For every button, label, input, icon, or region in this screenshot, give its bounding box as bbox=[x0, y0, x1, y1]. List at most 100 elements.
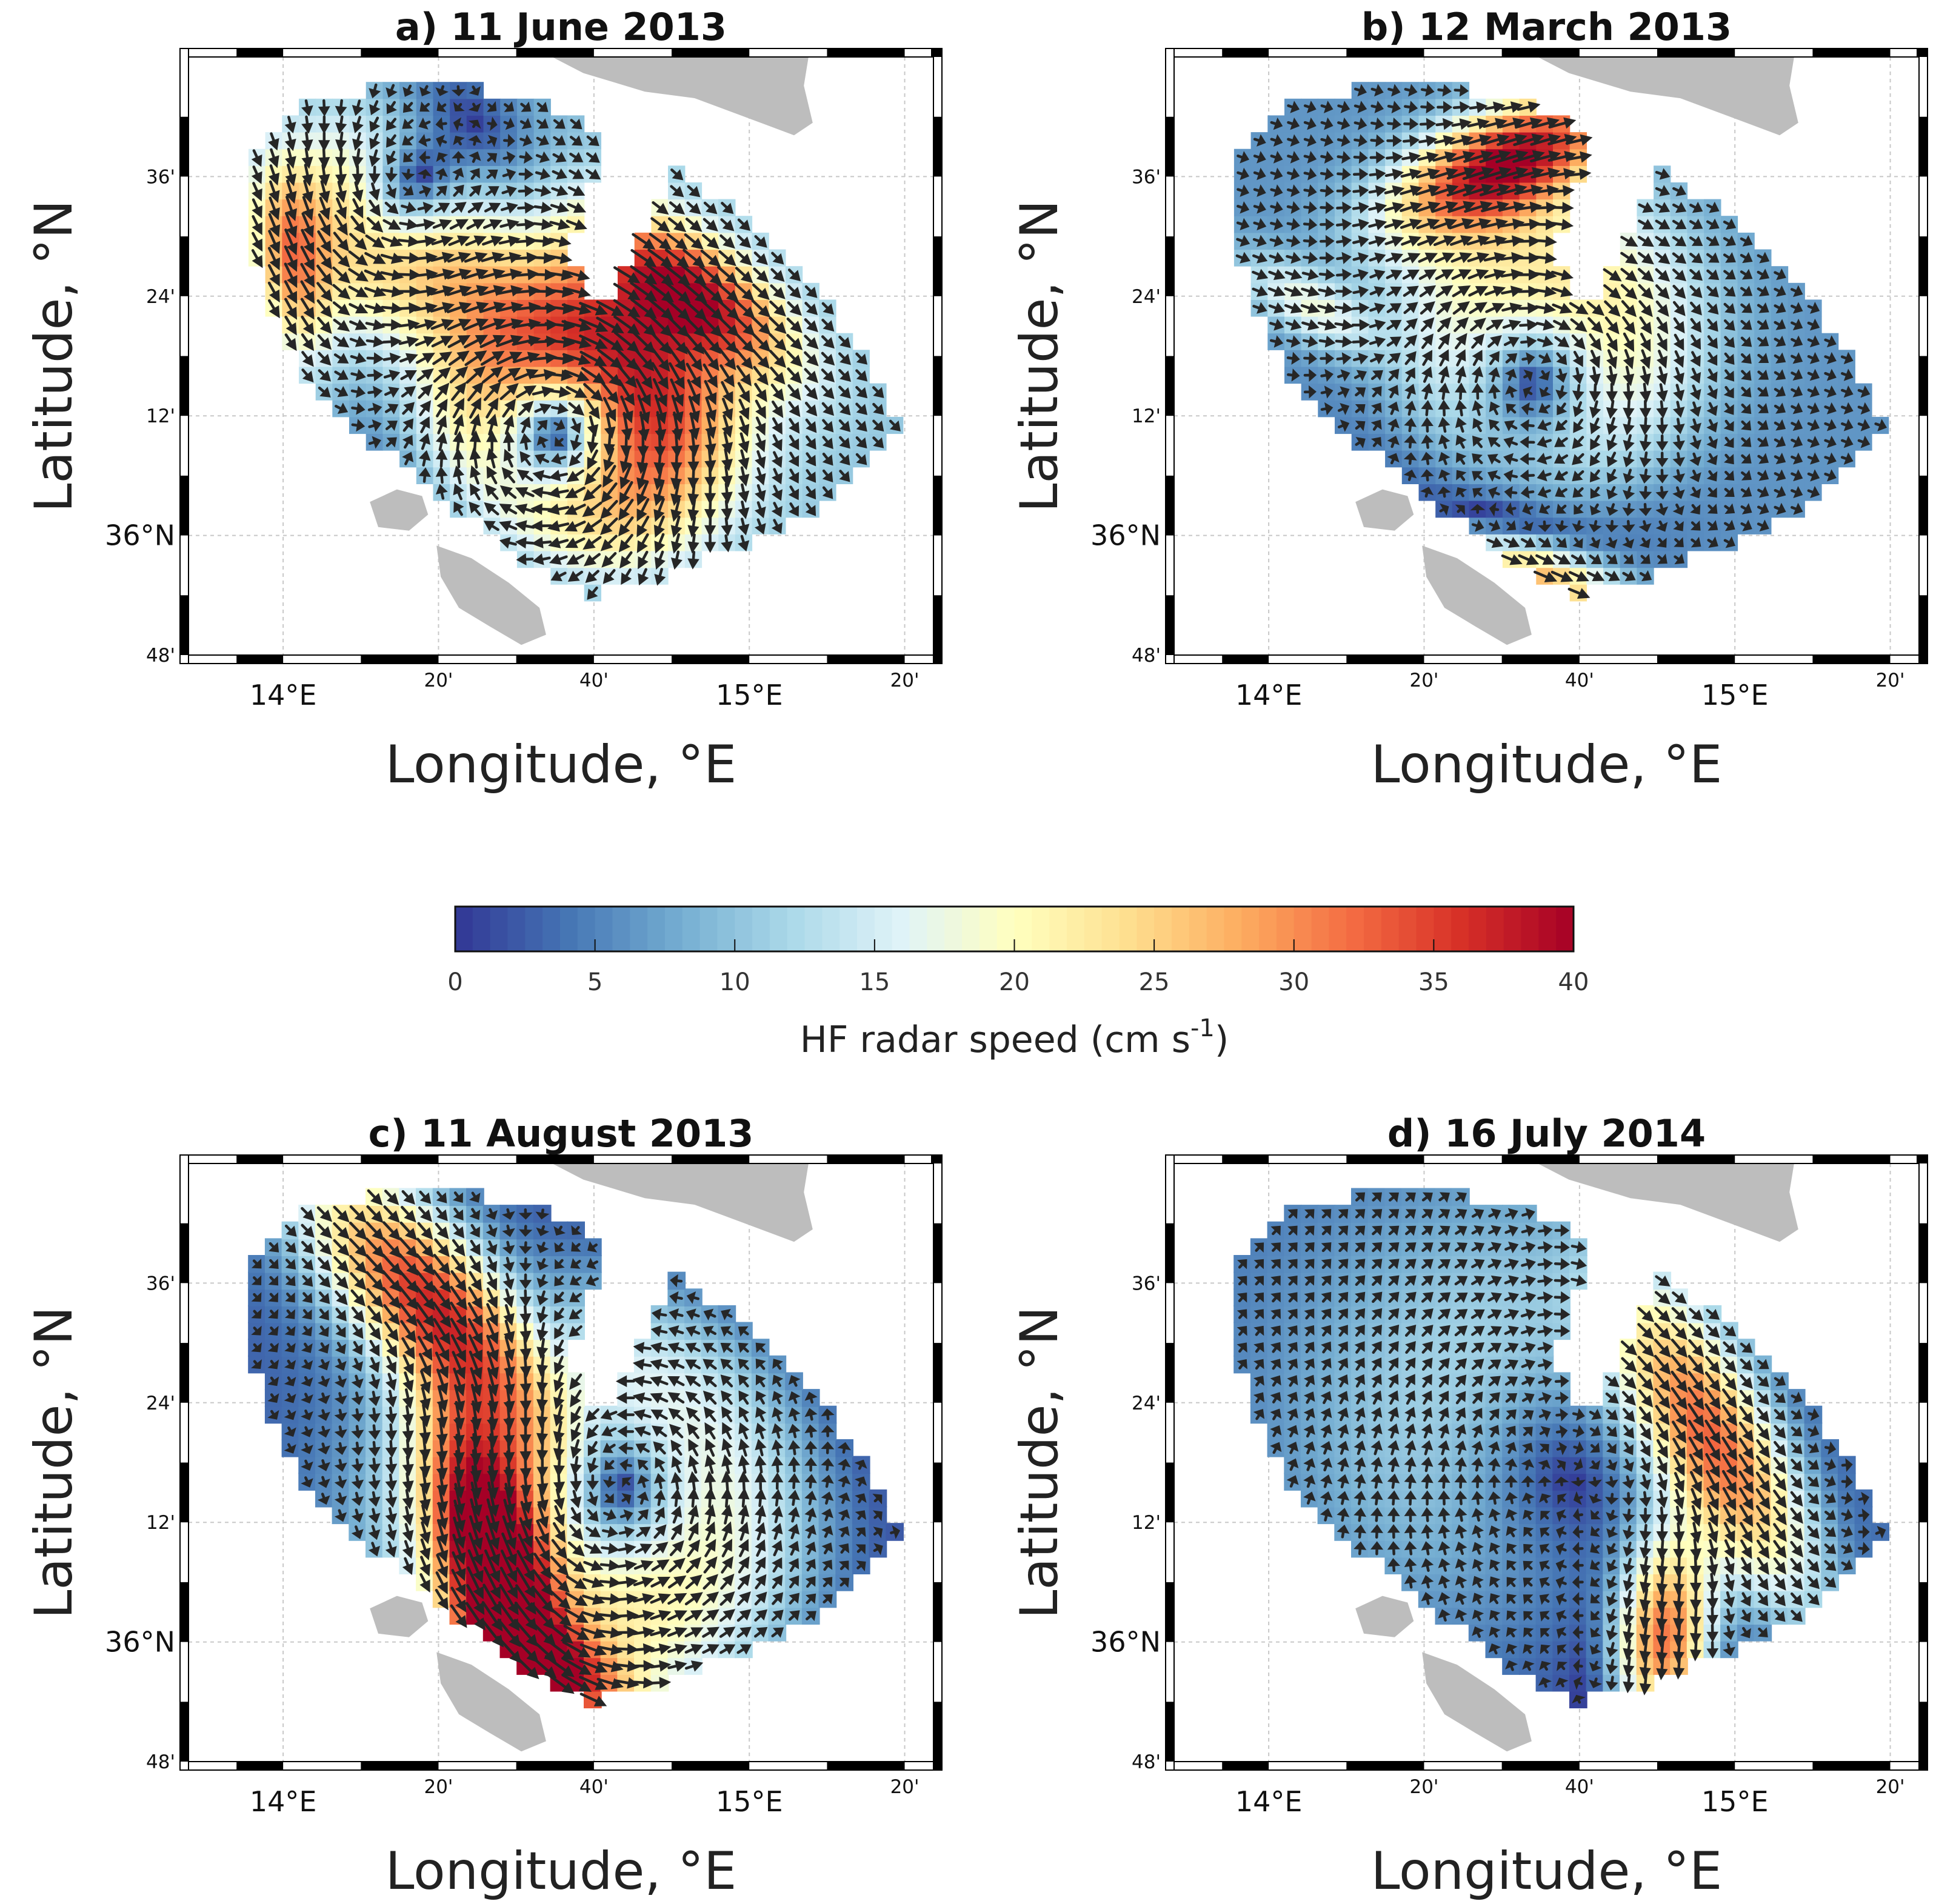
velocity-arrow bbox=[805, 469, 816, 483]
velocity-arrow bbox=[1404, 384, 1416, 399]
velocity-arrow bbox=[1404, 367, 1415, 382]
velocity-arrow bbox=[1535, 554, 1556, 565]
velocity-arrow bbox=[753, 365, 769, 386]
velocity-arrow bbox=[419, 1573, 430, 1593]
velocity-arrow bbox=[735, 348, 753, 370]
velocity-arrow bbox=[1757, 336, 1769, 347]
velocity-arrow bbox=[302, 179, 314, 204]
velocity-arrow bbox=[317, 230, 332, 254]
velocity-arrow bbox=[369, 182, 380, 201]
velocity-arrow bbox=[596, 316, 624, 334]
velocity-arrow bbox=[667, 346, 687, 372]
velocity-arrow bbox=[635, 1543, 653, 1554]
velocity-arrow bbox=[536, 118, 549, 129]
velocity-arrow bbox=[733, 298, 755, 319]
velocity-arrow bbox=[1740, 336, 1752, 347]
velocity-arrow bbox=[787, 268, 801, 282]
plot-border bbox=[1173, 56, 1920, 656]
frame-corner bbox=[1919, 655, 1928, 664]
velocity-arrow bbox=[386, 101, 397, 115]
velocity-arrow bbox=[855, 352, 868, 365]
velocity-arrow bbox=[635, 378, 651, 407]
velocity-arrow bbox=[1501, 285, 1523, 298]
velocity-arrow bbox=[518, 168, 534, 181]
velocity-arrow bbox=[402, 1489, 414, 1510]
velocity-arrow bbox=[684, 346, 703, 372]
velocity-arrow bbox=[469, 185, 482, 197]
velocity-arrow bbox=[636, 516, 650, 538]
velocity-arrow bbox=[1370, 117, 1384, 130]
velocity-arrow bbox=[786, 318, 803, 333]
velocity-arrow bbox=[1506, 520, 1517, 531]
velocity-arrow bbox=[1369, 336, 1386, 348]
velocity-arrow bbox=[498, 235, 521, 247]
velocity-arrow bbox=[738, 1556, 750, 1574]
velocity-arrow bbox=[1451, 269, 1472, 280]
velocity-arrow bbox=[479, 335, 506, 348]
velocity-arrow bbox=[1824, 335, 1837, 348]
velocity-arrow bbox=[1589, 520, 1602, 533]
velocity-arrow bbox=[636, 480, 649, 506]
velocity-arrow bbox=[1537, 486, 1551, 499]
velocity-arrow bbox=[284, 298, 298, 320]
velocity-arrow bbox=[484, 502, 499, 516]
velocity-arrow bbox=[1534, 268, 1557, 281]
velocity-arrow bbox=[653, 515, 665, 538]
velocity-arrow bbox=[418, 467, 432, 483]
velocity-arrow bbox=[704, 1521, 716, 1541]
velocity-arrow bbox=[1723, 319, 1735, 331]
velocity-arrow bbox=[369, 116, 381, 133]
velocity-arrow bbox=[1723, 302, 1736, 314]
velocity-arrow bbox=[1336, 184, 1352, 198]
velocity-arrow bbox=[721, 202, 734, 215]
y-tick-label: 36' bbox=[1132, 166, 1161, 188]
velocity-arrow bbox=[618, 1526, 635, 1539]
velocity-arrow bbox=[469, 168, 480, 180]
velocity-arrow bbox=[1320, 134, 1334, 147]
frame-segment bbox=[361, 48, 439, 57]
velocity-arrow bbox=[671, 1522, 683, 1540]
velocity-arrow bbox=[619, 481, 633, 505]
velocity-arrow bbox=[430, 268, 455, 280]
velocity-arrow bbox=[1639, 468, 1652, 484]
velocity-arrow bbox=[804, 368, 819, 384]
velocity-arrow bbox=[1707, 318, 1718, 332]
velocity-arrow bbox=[1774, 502, 1786, 515]
velocity-arrow bbox=[436, 101, 447, 113]
velocity-arrow bbox=[1622, 316, 1636, 335]
velocity-arrow bbox=[838, 1509, 850, 1521]
velocity-arrow bbox=[1500, 268, 1524, 281]
velocity-arrow bbox=[369, 100, 381, 116]
velocity-arrow bbox=[686, 362, 701, 389]
velocity-arrow bbox=[619, 463, 632, 490]
velocity-arrow bbox=[402, 402, 415, 415]
velocity-arrow bbox=[413, 268, 438, 281]
velocity-arrow bbox=[1656, 366, 1668, 385]
velocity-arrow bbox=[1706, 302, 1719, 315]
velocity-arrow bbox=[1284, 302, 1303, 314]
velocity-arrow bbox=[804, 285, 818, 298]
velocity-arrow bbox=[268, 164, 280, 186]
velocity-arrow bbox=[1741, 453, 1752, 464]
velocity-arrow bbox=[447, 318, 472, 331]
velocity-arrow bbox=[1302, 335, 1318, 348]
velocity-arrow bbox=[856, 1560, 866, 1572]
velocity-arrow bbox=[1640, 349, 1651, 370]
velocity-arrow bbox=[561, 336, 592, 349]
velocity-arrow bbox=[518, 401, 534, 416]
velocity-arrow bbox=[770, 268, 785, 282]
velocity-arrow bbox=[435, 117, 447, 131]
velocity-arrow bbox=[453, 465, 465, 485]
velocity-arrow bbox=[518, 185, 535, 198]
velocity-arrow bbox=[1455, 333, 1467, 350]
velocity-arrow bbox=[664, 264, 691, 286]
velocity-arrow bbox=[470, 413, 481, 436]
frame-segment bbox=[933, 1223, 942, 1283]
velocity-arrow bbox=[1857, 419, 1871, 431]
velocity-arrow bbox=[465, 1602, 486, 1631]
velocity-arrow bbox=[1454, 84, 1469, 97]
velocity-arrow bbox=[1741, 403, 1752, 414]
velocity-arrow bbox=[1437, 84, 1452, 97]
velocity-arrow bbox=[1455, 382, 1467, 401]
velocity-arrow bbox=[1572, 470, 1584, 482]
